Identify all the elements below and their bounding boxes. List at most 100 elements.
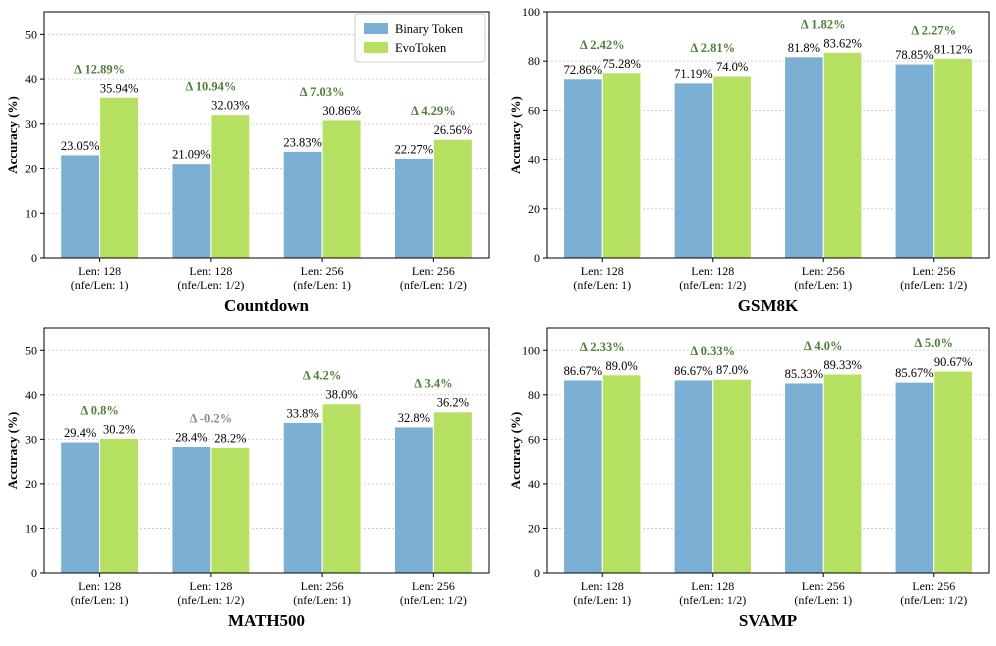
plot-frame bbox=[43, 11, 490, 259]
data-label-evotoken: 35.94% bbox=[100, 81, 139, 95]
bar-evotoken bbox=[822, 373, 863, 574]
x-tick-label: Len: 256 bbox=[301, 579, 344, 593]
x-tick-label-sub: (nfe/Len: 1) bbox=[71, 593, 129, 607]
delta-label: Δ 5.0% bbox=[915, 336, 953, 350]
bar-binary-token bbox=[894, 63, 935, 259]
y-tick-label: 10 bbox=[25, 521, 37, 535]
y-tick-label: 0 bbox=[31, 566, 37, 580]
bar-evotoken bbox=[822, 51, 863, 259]
bar-binary-token bbox=[563, 379, 603, 574]
plot-frame bbox=[546, 327, 990, 574]
data-label-evotoken: 89.0% bbox=[605, 359, 637, 373]
data-label-evotoken: 83.62% bbox=[823, 36, 862, 50]
data-label-binary-token: 23.05% bbox=[61, 139, 100, 153]
data-label-binary-token: 86.67% bbox=[564, 364, 603, 378]
x-tick-label-sub: (nfe/Len: 1) bbox=[794, 278, 852, 292]
bar-binary-token bbox=[171, 163, 212, 259]
data-label-binary-token: 22.27% bbox=[395, 142, 434, 156]
data-label-evotoken: 28.2% bbox=[214, 431, 246, 445]
x-tick-label-sub: (nfe/Len: 1/2) bbox=[177, 278, 244, 292]
delta-label: Δ 2.81% bbox=[690, 41, 735, 55]
bar-evotoken bbox=[321, 403, 362, 574]
chart-title: SVAMP bbox=[739, 611, 797, 630]
data-label-evotoken: 75.28% bbox=[602, 57, 641, 71]
x-tick-label-sub: (nfe/Len: 1/2) bbox=[177, 593, 244, 607]
y-tick-label: 100 bbox=[522, 5, 540, 19]
data-label-evotoken: 26.56% bbox=[434, 123, 473, 137]
bar-evotoken bbox=[432, 138, 473, 259]
data-label-binary-token: 85.33% bbox=[785, 367, 824, 381]
bar-evotoken bbox=[601, 72, 642, 259]
x-tick-label-sub: (nfe/Len: 1) bbox=[573, 593, 631, 607]
x-tick-label: Len: 128 bbox=[691, 579, 734, 593]
legend-label-evotoken: EvoToken bbox=[395, 41, 447, 55]
bar-binary-token bbox=[282, 150, 323, 259]
chart-title: MATH500 bbox=[228, 611, 305, 630]
y-axis-label: Accuracy (%) bbox=[5, 96, 20, 174]
y-tick-label: 20 bbox=[25, 162, 37, 176]
data-label-binary-token: 21.09% bbox=[172, 148, 211, 162]
x-tick-label-sub: (nfe/Len: 1/2) bbox=[900, 593, 967, 607]
y-axis-label: Accuracy (%) bbox=[5, 412, 20, 490]
x-tick-label-sub: (nfe/Len: 1/2) bbox=[679, 278, 746, 292]
y-tick-label: 80 bbox=[528, 54, 540, 68]
x-tick-label: Len: 128 bbox=[78, 264, 121, 278]
y-tick-label: 60 bbox=[528, 103, 540, 117]
y-tick-label: 20 bbox=[528, 202, 540, 216]
data-label-evotoken: 74.0% bbox=[716, 60, 748, 74]
bar-evotoken bbox=[712, 378, 752, 574]
y-tick-label: 10 bbox=[25, 206, 37, 220]
x-tick-label-sub: (nfe/Len: 1) bbox=[573, 278, 631, 292]
data-label-evotoken: 38.0% bbox=[325, 388, 357, 402]
x-tick-label-sub: (nfe/Len: 1/2) bbox=[679, 593, 746, 607]
y-tick-label: 40 bbox=[528, 477, 540, 491]
bar-evotoken bbox=[99, 96, 140, 259]
y-tick-label: 50 bbox=[25, 27, 37, 41]
bar-evotoken bbox=[210, 114, 251, 259]
x-tick-label-sub: (nfe/Len: 1) bbox=[794, 593, 852, 607]
y-tick-label: 0 bbox=[534, 251, 540, 265]
delta-label: Δ 2.33% bbox=[580, 340, 625, 354]
chart-title: Countdown bbox=[224, 296, 310, 315]
x-tick-label: Len: 256 bbox=[912, 264, 955, 278]
y-tick-label: 30 bbox=[25, 117, 37, 131]
x-tick-label-sub: (nfe/Len: 1/2) bbox=[900, 278, 967, 292]
plot-frame bbox=[546, 11, 990, 259]
bar-binary-token bbox=[784, 382, 824, 574]
delta-label: Δ 12.89% bbox=[74, 62, 125, 76]
delta-label: Δ 4.29% bbox=[411, 104, 456, 118]
data-label-evotoken: 89.33% bbox=[823, 358, 862, 372]
bar-binary-token bbox=[393, 426, 434, 574]
bar-binary-token bbox=[393, 157, 434, 259]
bar-evotoken bbox=[933, 370, 973, 574]
x-tick-label: Len: 256 bbox=[412, 264, 455, 278]
legend-label-binary-token: Binary Token bbox=[395, 22, 464, 36]
bar-binary-token bbox=[171, 445, 212, 574]
data-label-evotoken: 87.0% bbox=[716, 363, 748, 377]
bar-evotoken bbox=[933, 57, 973, 259]
x-tick-label-sub: (nfe/Len: 1) bbox=[293, 593, 351, 607]
data-label-binary-token: 33.8% bbox=[287, 406, 319, 420]
legend-swatch-evotoken bbox=[364, 42, 388, 53]
bar-binary-token bbox=[60, 441, 101, 574]
delta-label: Δ 4.0% bbox=[804, 339, 842, 353]
legend-swatch-binary-token bbox=[364, 23, 388, 34]
data-label-binary-token: 81.8% bbox=[788, 41, 820, 55]
bar-evotoken bbox=[99, 437, 140, 574]
x-tick-label: Len: 128 bbox=[581, 264, 624, 278]
y-tick-label: 0 bbox=[31, 251, 37, 265]
data-label-evotoken: 32.03% bbox=[211, 99, 250, 113]
data-label-binary-token: 29.4% bbox=[64, 426, 96, 440]
bar-binary-token bbox=[673, 379, 714, 574]
data-label-binary-token: 32.8% bbox=[398, 411, 430, 425]
y-tick-label: 40 bbox=[528, 153, 540, 167]
x-tick-label: Len: 256 bbox=[802, 264, 845, 278]
x-tick-label-sub: (nfe/Len: 1/2) bbox=[400, 278, 467, 292]
bar-evotoken bbox=[210, 446, 251, 574]
y-tick-label: 40 bbox=[25, 388, 37, 402]
bar-binary-token bbox=[60, 154, 101, 259]
y-tick-label: 20 bbox=[528, 521, 540, 535]
plot-frame bbox=[43, 327, 490, 574]
bar-evotoken bbox=[601, 374, 642, 574]
